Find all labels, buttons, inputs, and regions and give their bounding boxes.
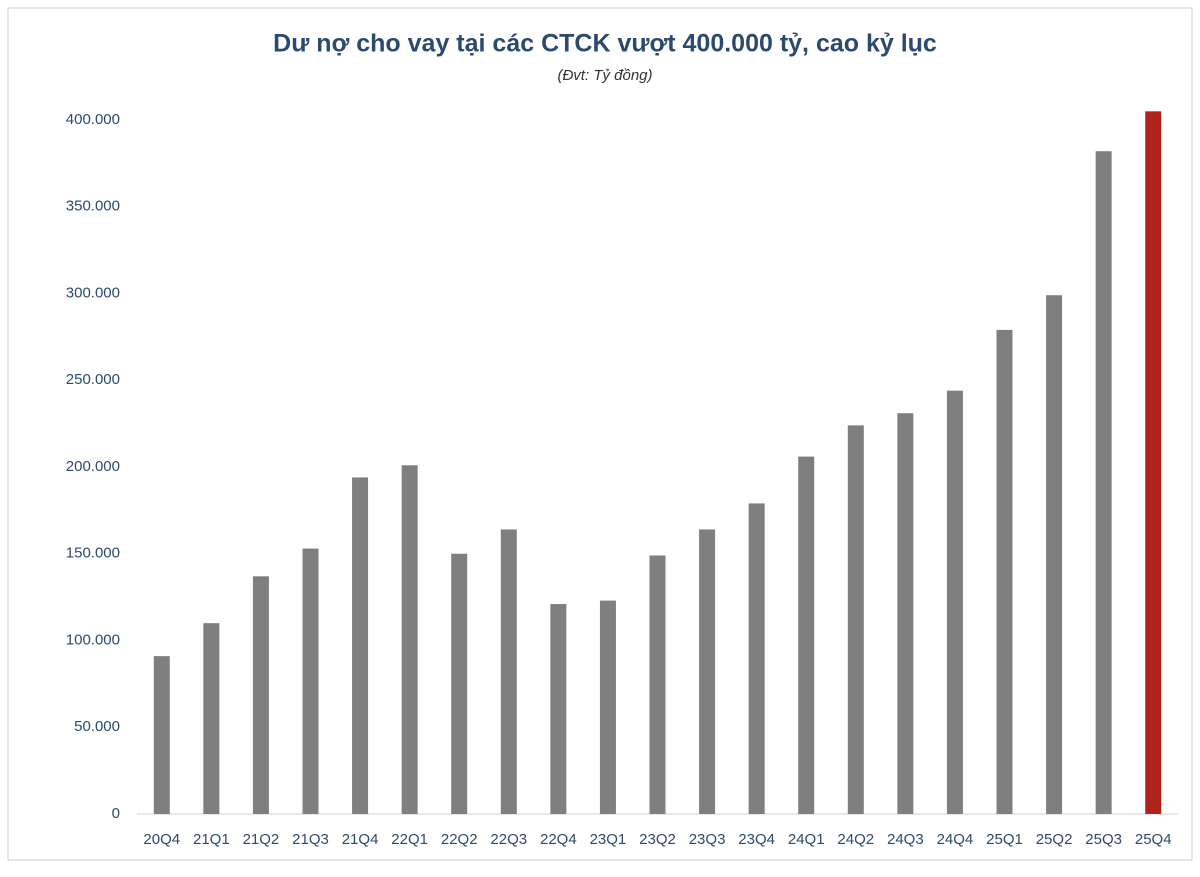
bar <box>699 529 716 814</box>
chart-subtitle: (Đvt: Tỷ đồng) <box>557 67 652 84</box>
bar <box>897 413 914 814</box>
bar <box>252 576 269 814</box>
x-tick-label: 24Q2 <box>837 831 874 848</box>
x-tick-label: 25Q3 <box>1085 831 1122 848</box>
x-tick-label: 20Q4 <box>143 831 180 848</box>
bar <box>550 604 567 814</box>
x-tick-label: 24Q4 <box>937 831 974 848</box>
x-tick-label: 22Q3 <box>490 831 527 848</box>
bar <box>153 656 170 814</box>
bar <box>401 465 418 814</box>
y-tick-label: 0 <box>112 805 120 822</box>
bar <box>748 503 765 814</box>
bar <box>649 555 666 814</box>
bar <box>352 477 369 814</box>
bar <box>599 600 616 814</box>
bar <box>1145 111 1162 814</box>
x-tick-label: 22Q4 <box>540 831 577 848</box>
y-tick-label: 100.000 <box>66 631 120 648</box>
y-tick-label: 350.000 <box>66 198 120 215</box>
x-tick-label: 22Q1 <box>391 831 428 848</box>
bar <box>203 623 220 814</box>
bar <box>451 553 468 814</box>
x-tick-label: 22Q2 <box>441 831 478 848</box>
x-tick-label: 24Q1 <box>788 831 825 848</box>
bar <box>996 329 1013 814</box>
y-tick-label: 50.000 <box>74 718 120 735</box>
bar <box>798 456 815 814</box>
x-tick-label: 24Q3 <box>887 831 924 848</box>
x-tick-label: 25Q2 <box>1036 831 1073 848</box>
y-tick-label: 250.000 <box>66 371 120 388</box>
y-tick-label: 200.000 <box>66 458 120 475</box>
bar <box>500 529 517 814</box>
y-tick-label: 150.000 <box>66 545 120 562</box>
bar <box>946 390 963 814</box>
bar <box>1095 151 1112 815</box>
x-tick-label: 25Q1 <box>986 831 1023 848</box>
bar <box>302 548 319 814</box>
y-tick-label: 300.000 <box>66 284 120 301</box>
x-tick-label: 21Q2 <box>243 831 280 848</box>
x-tick-label: 23Q3 <box>689 831 726 848</box>
chart-title: Dư nợ cho vay tại các CTCK vượt 400.000 … <box>273 30 937 58</box>
x-tick-label: 25Q4 <box>1135 831 1172 848</box>
y-tick-label: 400.000 <box>66 111 120 128</box>
bar <box>847 425 864 814</box>
x-tick-label: 23Q1 <box>590 831 627 848</box>
bar <box>1046 295 1063 814</box>
x-tick-label: 23Q4 <box>738 831 775 848</box>
x-tick-label: 21Q1 <box>193 831 230 848</box>
x-tick-label: 21Q4 <box>342 831 379 848</box>
x-tick-label: 21Q3 <box>292 831 329 848</box>
x-tick-label: 23Q2 <box>639 831 676 848</box>
